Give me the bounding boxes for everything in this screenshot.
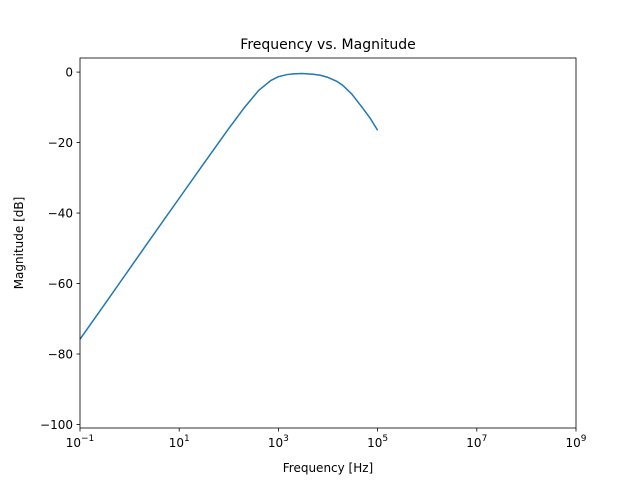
x-tick-label: 105 bbox=[367, 434, 388, 450]
plot-frame bbox=[79, 57, 577, 429]
y-tick-label: −20 bbox=[48, 136, 73, 150]
y-axis-ticks: 0 −20 −40 −60 −80 −100 bbox=[40, 66, 80, 432]
x-axis-ticks: 10−1 101 103 105 107 109 bbox=[66, 428, 587, 450]
x-axis-label: Frequency [Hz] bbox=[283, 461, 374, 475]
x-tick-label: 107 bbox=[466, 434, 487, 450]
series-layer bbox=[79, 72, 379, 340]
y-tick-label: −80 bbox=[48, 348, 73, 362]
series-line-1 bbox=[79, 72, 379, 340]
x-tick-label: 101 bbox=[169, 434, 190, 450]
x-tick-label: 109 bbox=[565, 434, 586, 450]
y-axis-label: Magnitude [dB] bbox=[12, 197, 26, 290]
chart-title: Frequency vs. Magnitude bbox=[240, 37, 415, 53]
y-tick-label: 0 bbox=[65, 66, 73, 80]
y-tick-label: −100 bbox=[40, 418, 73, 432]
x-tick-label: 10−1 bbox=[66, 434, 95, 450]
y-tick-label: −60 bbox=[48, 277, 73, 291]
plot-area bbox=[80, 58, 576, 428]
y-tick-label: −40 bbox=[48, 207, 73, 221]
x-tick-label: 103 bbox=[268, 434, 289, 450]
